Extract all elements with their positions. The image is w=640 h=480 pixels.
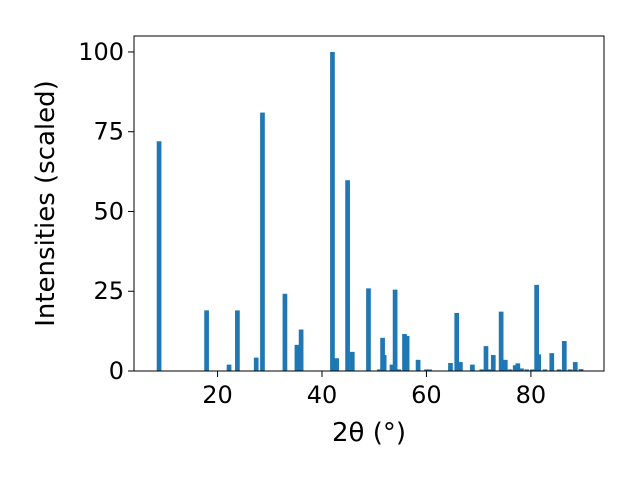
bar (345, 180, 350, 371)
bar (470, 364, 475, 371)
y-tick-label: 25 (93, 277, 124, 305)
bar (377, 369, 382, 371)
bar (396, 369, 402, 371)
bar (226, 364, 232, 371)
bar (448, 363, 453, 371)
bar (204, 310, 209, 371)
y-tick-label: 50 (93, 197, 124, 225)
bar (349, 351, 355, 371)
ticks-group: 20 40 60 80 0 25 50 75 100 (78, 38, 546, 409)
bar (294, 344, 300, 371)
bar (282, 293, 288, 371)
x-tick-label: 20 (202, 381, 233, 409)
bar (424, 369, 429, 371)
bar (561, 341, 567, 371)
bar (260, 112, 265, 372)
x-tick-label: 40 (307, 381, 338, 409)
bar (402, 333, 407, 371)
bar (330, 51, 335, 371)
y-tick-label: 100 (78, 38, 124, 66)
bar (578, 369, 584, 371)
plot-frame (133, 35, 605, 372)
bar (536, 354, 542, 371)
bar (515, 363, 521, 371)
bar (498, 311, 504, 371)
x-tick-label: 80 (516, 381, 547, 409)
bars-group (156, 51, 584, 372)
bar (483, 346, 489, 371)
bar (530, 369, 535, 371)
bar (572, 362, 578, 371)
bar (490, 355, 496, 371)
bar (366, 288, 371, 371)
bar (479, 369, 485, 371)
bar (334, 358, 339, 371)
bar (454, 312, 460, 371)
x-tick-label: 60 (411, 381, 442, 409)
bar (235, 310, 240, 371)
bar (298, 329, 304, 371)
bar (519, 368, 524, 371)
bar (404, 335, 410, 371)
bar (156, 141, 162, 371)
bar (458, 362, 463, 371)
x-axis-label: 2θ (°) (332, 418, 406, 448)
bar (380, 337, 385, 371)
bar (507, 369, 513, 371)
bar (524, 369, 530, 371)
bar (534, 284, 539, 371)
bar (502, 359, 508, 371)
y-tick-label: 75 (93, 118, 124, 146)
y-tick-label: 0 (109, 357, 124, 385)
bar (549, 353, 555, 371)
bar (486, 369, 492, 371)
y-axis-label: Intensities (scaled) (31, 80, 61, 327)
bar (512, 365, 518, 371)
bar (389, 364, 395, 371)
bar (415, 359, 421, 371)
bar (556, 369, 562, 371)
bar (392, 289, 398, 371)
bar (253, 357, 259, 371)
bar (427, 369, 432, 371)
bar (567, 369, 573, 371)
bar (542, 369, 548, 371)
bar (381, 355, 387, 371)
